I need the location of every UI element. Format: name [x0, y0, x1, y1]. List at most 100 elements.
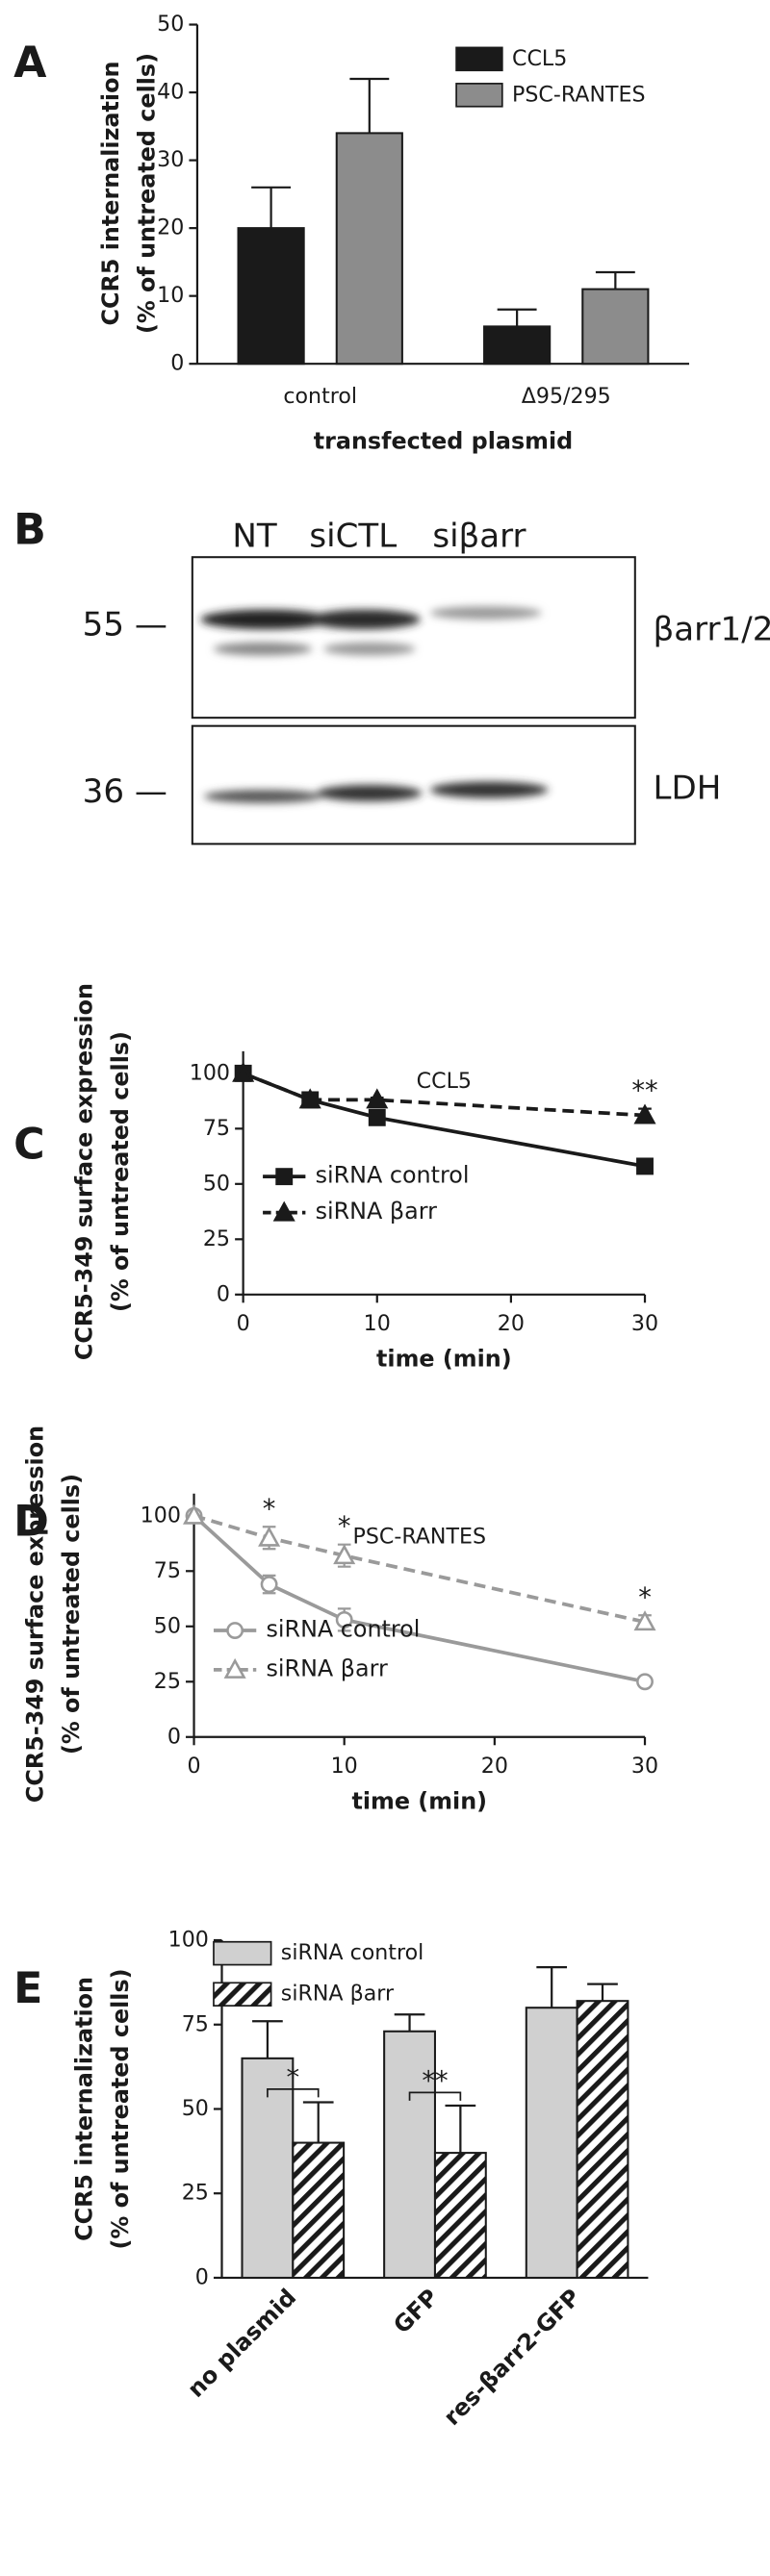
marker: [368, 1108, 386, 1126]
y-tick-label: 25: [182, 2181, 209, 2206]
marker: [633, 1610, 656, 1631]
y-tick-label: 75: [182, 2011, 209, 2036]
marker: [298, 1088, 321, 1109]
legend-label: siRNA control: [266, 1616, 420, 1643]
y-tick-label: 40: [157, 80, 184, 105]
y-tick-label: 25: [203, 1226, 230, 1251]
marker: [636, 1673, 654, 1691]
band: [200, 609, 332, 630]
x-tick-label: 20: [498, 1311, 525, 1336]
x-tick-label: control: [283, 384, 357, 409]
marker: [366, 1088, 389, 1109]
marker: [633, 1103, 656, 1124]
significance-label: **: [631, 1076, 657, 1106]
y-tick-label: 50: [182, 2096, 209, 2121]
y-tick-label: 0: [167, 1724, 181, 1749]
marker: [333, 1544, 356, 1565]
bar: [383, 2030, 436, 2279]
y-tick-label: 50: [203, 1171, 230, 1196]
y-tick-label: 25: [154, 1669, 181, 1694]
legend-label: CCL5: [512, 46, 567, 71]
x-tick-label: 0: [237, 1311, 250, 1336]
bar: [292, 2141, 346, 2279]
x-tick-label: res-βarr2-GFP: [438, 2284, 585, 2431]
bar: [433, 2152, 487, 2279]
y-axis-label: CCR5-349 surface expression: [21, 1426, 48, 1803]
y-tick-label: 0: [195, 2264, 209, 2289]
y-tick-label: 50: [157, 12, 184, 37]
y-tick-label: 100: [190, 1060, 230, 1085]
panel-letter: B: [13, 506, 46, 555]
lane-label: NT: [232, 517, 276, 555]
x-tick-label: 20: [481, 1754, 508, 1779]
mw-marker: 55 —: [83, 605, 167, 644]
y-tick-label: 50: [154, 1613, 181, 1638]
significance-label: *: [287, 2063, 300, 2093]
legend-label: PSC-RANTES: [512, 82, 646, 107]
blot-box: [191, 724, 636, 846]
y-axis-label: CCR5-349 surface expression: [71, 983, 98, 1360]
y-axis-label: (% of untreated cells): [107, 1031, 134, 1312]
chart-title: CCL5: [417, 1069, 472, 1094]
y-axis-label: CCR5 internalization: [97, 62, 124, 326]
bar: [483, 325, 552, 366]
line: [242, 1072, 646, 1169]
x-tick-label: no plasmid: [182, 2284, 301, 2403]
y-tick-label: 100: [141, 1503, 181, 1528]
y-axis-label: (% of untreated cells): [58, 1474, 85, 1755]
y-tick-label: 100: [168, 1928, 209, 1953]
legend-label: siRNA control: [316, 1162, 470, 1189]
significance-label: *: [263, 1495, 276, 1525]
bar: [237, 227, 305, 366]
y-axis-label: (% of untreated cells): [133, 53, 160, 334]
bands: [200, 606, 549, 803]
bar: [525, 2007, 578, 2279]
lane-label: siβarr: [432, 517, 526, 555]
x-axis-label: time (min): [351, 1787, 487, 1814]
legend-label: siRNA βarr: [316, 1198, 437, 1225]
y-axis-label: CCR5 internalization: [71, 1977, 98, 2241]
bar: [335, 132, 403, 366]
panel-letter: C: [13, 1120, 45, 1169]
legend-label: siRNA βarr: [266, 1654, 387, 1681]
significance-bracket: [267, 2087, 320, 2098]
x-axis-label: transfected plasmid: [314, 427, 573, 454]
band: [323, 642, 416, 656]
significance-label: **: [422, 2067, 448, 2097]
x-tick-label: 30: [631, 1754, 658, 1779]
y-tick-label: 0: [217, 1281, 230, 1306]
y-tick-label: 10: [157, 283, 184, 308]
marker: [258, 1526, 281, 1547]
line: [242, 1072, 646, 1118]
marker: [636, 1157, 654, 1175]
band: [429, 606, 542, 619]
x-tick-label: GFP: [388, 2284, 443, 2338]
marker: [183, 1503, 206, 1525]
marker: [272, 1200, 295, 1222]
bar: [576, 2000, 629, 2279]
y-tick-label: 20: [157, 215, 184, 240]
line: [192, 1514, 646, 1684]
x-tick-label: 10: [331, 1754, 358, 1779]
x-tick-label: 10: [364, 1311, 391, 1336]
x-axis-label: time (min): [376, 1345, 512, 1372]
row-label: LDH: [654, 770, 722, 808]
band: [317, 785, 423, 802]
y-tick-label: 30: [157, 147, 184, 172]
legend-label: siRNA βarr: [281, 1982, 395, 2007]
band: [203, 790, 322, 803]
legend-label: siRNA control: [281, 1940, 424, 1965]
chart-title: PSC-RANTES: [353, 1524, 487, 1549]
marker: [232, 1061, 255, 1082]
blot-box: [191, 556, 636, 720]
marker: [226, 1622, 244, 1639]
bar: [581, 288, 650, 366]
legend-swatch: [455, 83, 503, 108]
significance-label: *: [338, 1512, 351, 1542]
y-tick-label: 75: [154, 1558, 181, 1583]
mw-marker: 36 —: [83, 772, 167, 811]
band: [213, 642, 313, 656]
x-tick-label: Δ95/295: [522, 384, 611, 409]
